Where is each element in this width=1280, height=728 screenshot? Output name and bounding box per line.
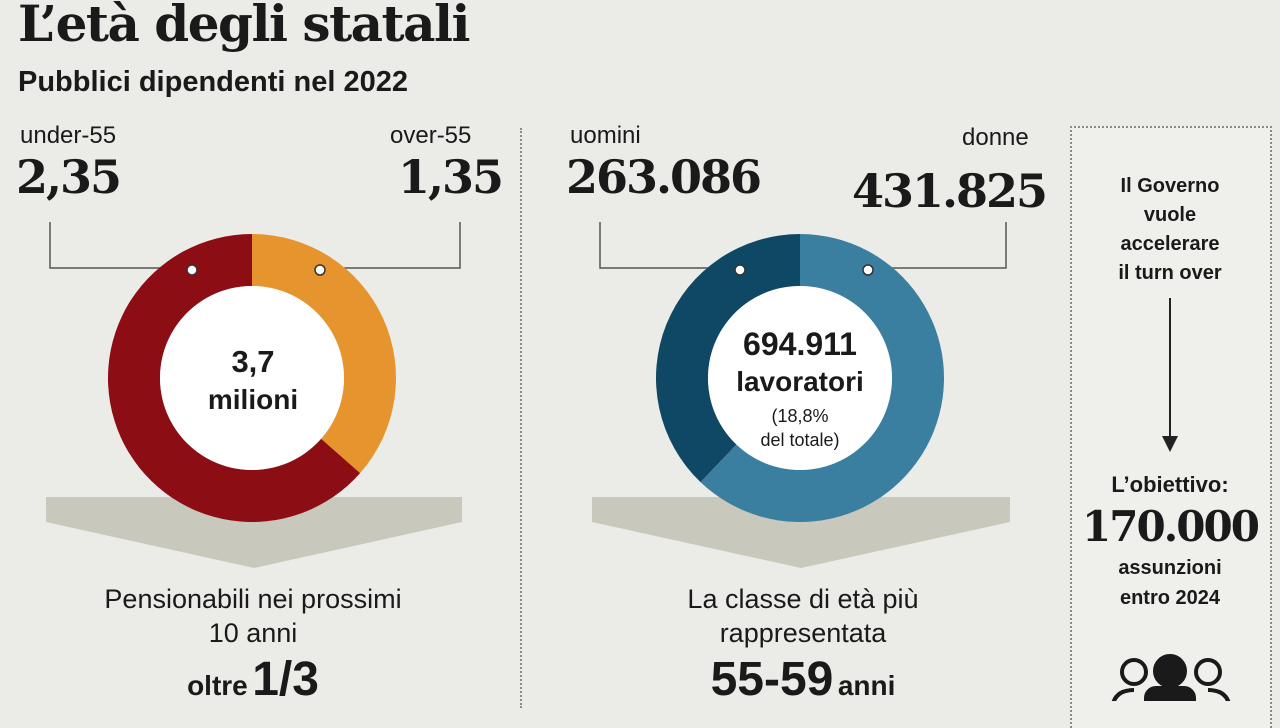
sidebar-goal-value: 170.000 — [1082, 502, 1260, 551]
kpi-left-prefix: oltre — [187, 670, 248, 701]
caption-left-line2: 10 anni — [208, 618, 298, 648]
donut-hole — [708, 286, 892, 470]
donut1-center-value: 3,7 — [231, 344, 275, 379]
page-title: L’età degli statali — [18, 0, 471, 53]
label-donne: donne — [962, 124, 1029, 151]
donut2-center-note-2: del totale) — [760, 430, 840, 450]
sidebar-line-1: Il Governo — [1120, 175, 1220, 197]
people-group-icon — [1111, 654, 1231, 701]
sidebar-goal-line-2: entro 2024 — [1119, 587, 1221, 609]
donut2-center-unit: lavoratori — [736, 366, 864, 397]
caption-arrow-right — [592, 497, 1010, 568]
pointer-line-donne — [867, 222, 1007, 269]
pointer-line-uomini — [599, 222, 737, 269]
donut2-center-value: 694.911 — [743, 326, 857, 362]
kpi-right: 55-59 anni — [590, 652, 1016, 707]
sidebar-line-4: il turn over — [1118, 262, 1222, 284]
pointer-line-under55 — [49, 222, 192, 269]
sidebar-goal-label: L’obiettivo: — [1111, 472, 1229, 497]
donut1-center-unit: milioni — [207, 384, 299, 415]
sidebar-arrow-head — [1162, 436, 1178, 452]
label-under55: under-55 — [20, 122, 117, 149]
pointer-dot-donne — [862, 264, 874, 276]
kpi-left: oltre 1/3 — [40, 652, 466, 707]
pointer-line-over55 — [320, 222, 461, 269]
divider-left — [520, 128, 522, 708]
donut-slice-uomini — [656, 234, 800, 483]
label-over55: over-55 — [390, 122, 472, 149]
value-under55: 2,35 — [16, 150, 122, 204]
kpi-right-value: 55-59 — [710, 653, 834, 706]
value-over55: 1,35 — [398, 150, 504, 204]
pointer-dot-uomini — [734, 264, 746, 276]
donut-chart-age — [107, 234, 396, 522]
donut-slice-over55 — [252, 234, 396, 474]
pointer-dot-over55 — [314, 264, 326, 276]
donut-slice-under55 — [107, 234, 361, 522]
page-subtitle: Pubblici dipendenti nel 2022 — [18, 66, 408, 98]
label-uomini: uomini — [570, 122, 641, 149]
pointer-dot-under55 — [186, 264, 198, 276]
sidebar-line-2: vuole — [1143, 204, 1197, 226]
caption-right-line1: La classe di età più — [687, 584, 919, 614]
caption-arrow-left — [46, 497, 462, 568]
caption-left-line1: Pensionabili nei prossimi — [104, 584, 402, 614]
donut-slice-donne — [700, 234, 945, 523]
charts-svg — [46, 222, 1231, 701]
donut2-center-note-1: (18,8% — [771, 406, 829, 426]
sidebar-line-3: accelerare — [1120, 233, 1220, 255]
sidebar-text: Il Governo vuole accelerare il turn over — [1072, 172, 1268, 288]
donut-hole — [160, 286, 344, 470]
donut-chart-gender — [656, 234, 945, 523]
kpi-left-value: 1/3 — [252, 653, 319, 706]
kpi-right-suffix: anni — [837, 670, 896, 701]
value-donne: 431.825 — [852, 164, 1048, 218]
sidebar-goal-line-1: assunzioni — [1118, 557, 1222, 579]
value-uomini: 263.086 — [566, 150, 762, 204]
caption-right-line2: rappresentata — [719, 618, 887, 648]
